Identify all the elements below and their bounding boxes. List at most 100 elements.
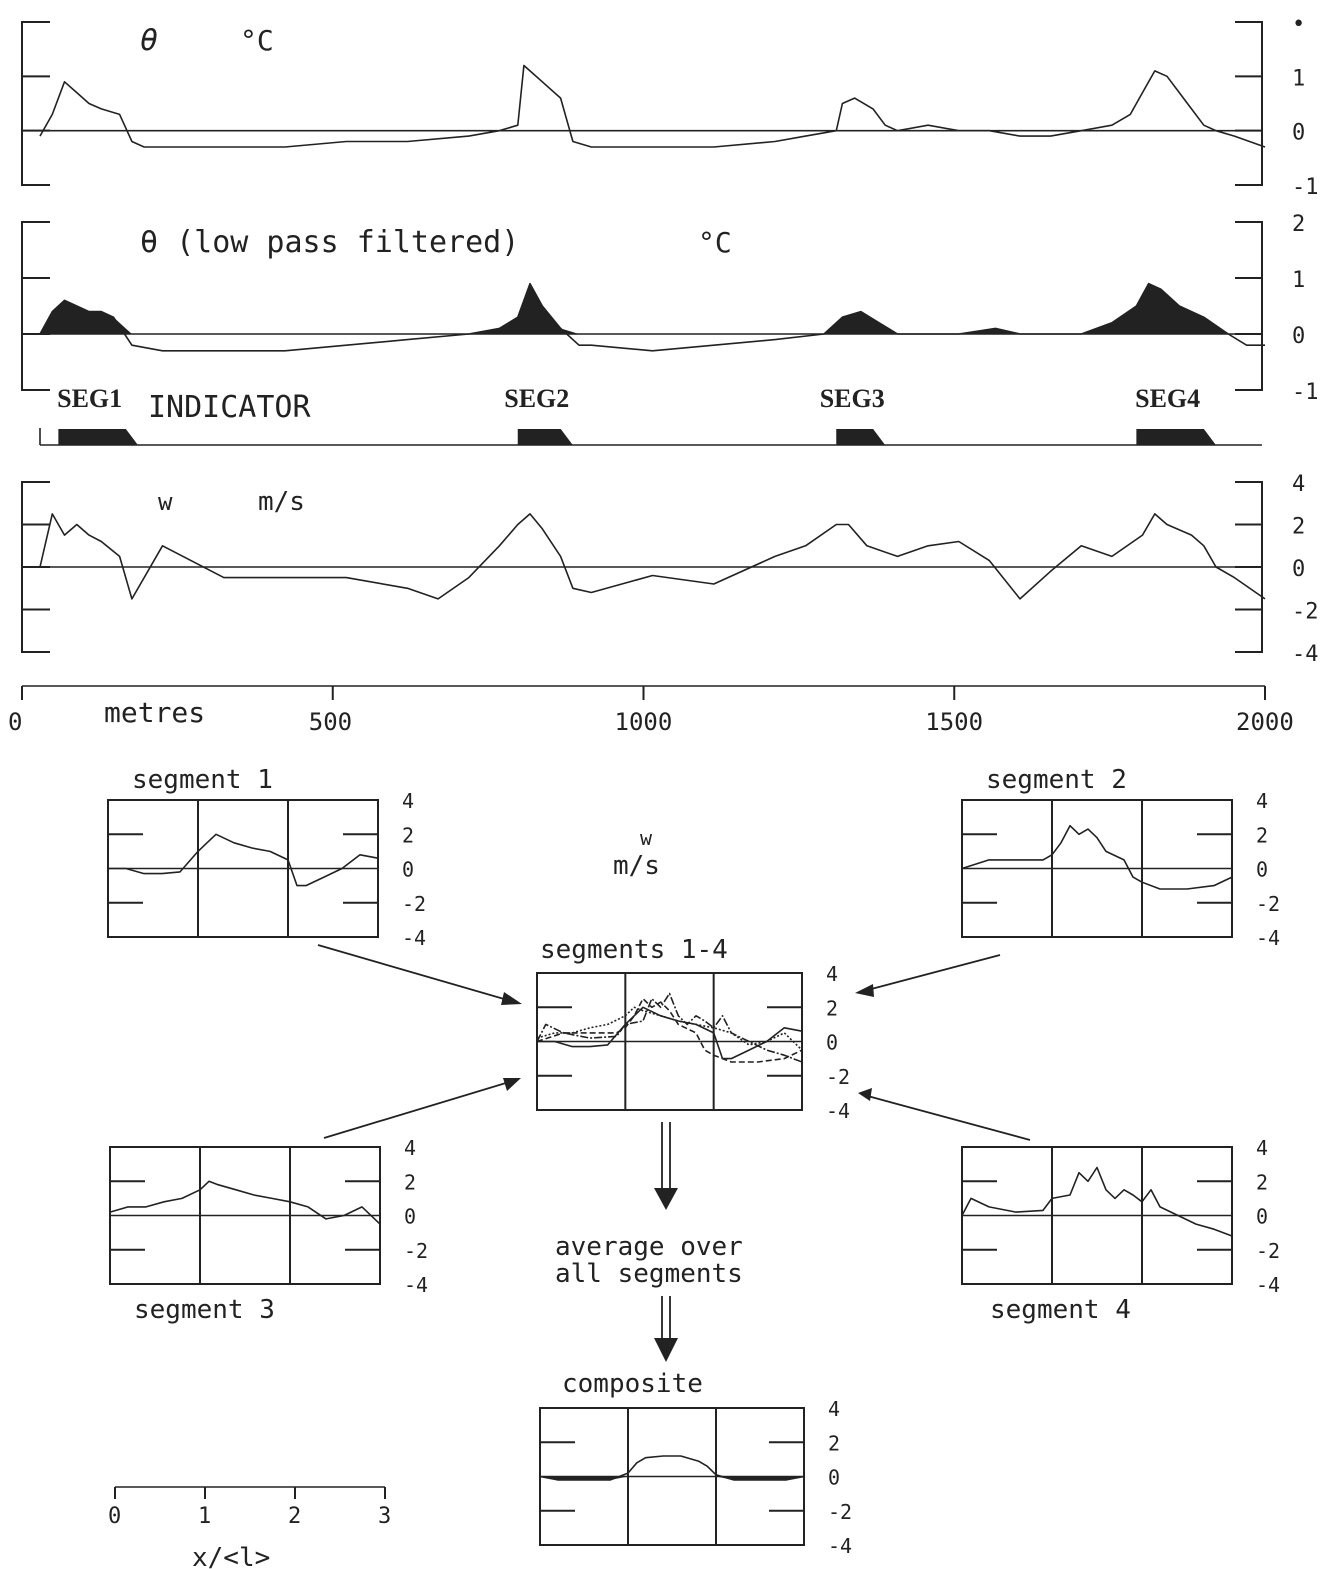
theta_lp-positive-fill — [40, 283, 1265, 334]
w-ytick-label: -2 — [1292, 600, 1319, 625]
indicator-segment-label: SEG2 — [504, 384, 569, 413]
distance-axis-tick-label: 0 — [8, 708, 22, 736]
average-text-line1: average over — [555, 1232, 743, 1262]
theta-ytick-label: -1 — [1292, 175, 1319, 200]
distance-axis-tick-label: 2000 — [1236, 708, 1294, 736]
middle-unit-label: m/s — [613, 851, 660, 881]
theta-ytick-label: 1 — [1292, 66, 1305, 91]
theta-left-bracket — [21, 21, 50, 186]
theta_lp-ytick-label: 2 — [1292, 212, 1305, 237]
seg14-seg4-series-line — [536, 992, 803, 1063]
w-series-line — [39, 513, 1266, 600]
seg2-ytick-label: -2 — [1256, 892, 1280, 916]
theta_lp-ytick-label: 1 — [1292, 268, 1305, 293]
composite-negative-fill — [540, 1476, 804, 1480]
theta-right-bracket — [1235, 21, 1263, 186]
composite-ytick-label: 4 — [828, 1397, 840, 1421]
distance-axis-tick-label: 1000 — [615, 708, 673, 736]
seg3-frame — [109, 1146, 381, 1285]
seg14-ytick-label: -2 — [826, 1065, 850, 1089]
theta-ytick-label: 0 — [1292, 121, 1305, 146]
composite-ytick-label: 0 — [828, 1466, 840, 1490]
seg4-series-line — [961, 1166, 1233, 1237]
composite-xlabel: x/<l> — [192, 1543, 270, 1569]
seg1-ytick-label: -4 — [402, 926, 426, 950]
w-title: w — [158, 488, 173, 516]
average-text-line2: all segments — [555, 1259, 743, 1289]
theta_lp-right-bracket — [1235, 221, 1263, 391]
seg14-seg2-series-line — [536, 997, 803, 1063]
theta-frame — [21, 21, 1263, 186]
xl-axis-tick-label: 0 — [108, 1504, 121, 1529]
seg4-ytick-label: 2 — [1256, 1170, 1268, 1194]
seg3-ytick-label: -4 — [404, 1273, 428, 1297]
seg3-title: segment 3 — [134, 1295, 275, 1325]
seg3-ytick-label: -2 — [404, 1239, 428, 1263]
w-ytick-label: 0 — [1292, 557, 1305, 582]
theta-title: θ — [140, 23, 158, 58]
theta_lp-series-line — [39, 282, 1265, 352]
theta-lp-unit: °C — [698, 226, 732, 259]
seg4-ytick-label: 4 — [1256, 1136, 1268, 1160]
xl-axis-tick-label: 2 — [288, 1504, 301, 1529]
middle-w-label: w — [640, 826, 653, 850]
seg1-ytick-label: 0 — [402, 858, 414, 882]
xl-axis-tick-label: 1 — [198, 1504, 211, 1529]
seg14-frame — [536, 972, 803, 1111]
theta-lp-title: θ (low pass filtered) — [140, 225, 519, 260]
indicator-title: INDICATOR — [148, 390, 311, 425]
w-xlabel: metres — [104, 696, 205, 729]
seg3-ytick-label: 2 — [404, 1170, 416, 1194]
seg14-ytick-label: -4 — [826, 1099, 850, 1123]
flow-arrows — [317, 944, 1031, 1362]
seg2-series-line — [961, 824, 1233, 890]
indicator-segment-label: SEG3 — [820, 384, 885, 413]
xl-axis-tick-label: 3 — [378, 1504, 391, 1529]
seg4-ytick-label: 0 — [1256, 1205, 1268, 1229]
indicator-segment-bar — [58, 429, 138, 445]
theta-unit: °C — [240, 24, 274, 57]
seg3-ytick-label: 4 — [404, 1136, 416, 1160]
seg14-ytick-label: 2 — [826, 996, 838, 1020]
seg1-title: segment 1 — [132, 765, 273, 795]
seg2-ytick-label: 2 — [1256, 823, 1268, 847]
w-ytick-label: 4 — [1292, 472, 1305, 497]
seg1-series-line — [108, 833, 379, 887]
seg1-frame — [107, 799, 379, 938]
distance-axis-tick-label: 500 — [309, 708, 352, 736]
seg1-ytick-label: -2 — [402, 892, 426, 916]
seg3-series-line — [109, 1180, 381, 1225]
w-ytick-label: -4 — [1292, 642, 1319, 667]
indicator-segment-bar — [517, 429, 573, 445]
theta_lp-ytick-label: 0 — [1292, 324, 1305, 349]
indicator-segment-bar — [836, 429, 886, 445]
composite-title: composite — [562, 1369, 703, 1399]
seg4-ytick-label: -4 — [1256, 1273, 1280, 1297]
seg2-ytick-label: 4 — [1256, 789, 1268, 813]
seg4-ytick-label: -2 — [1256, 1239, 1280, 1263]
theta-ytick-label: • — [1292, 12, 1305, 37]
seg2-ytick-label: -4 — [1256, 926, 1280, 950]
composite-series-line — [539, 1455, 805, 1481]
seg1-ytick-label: 4 — [402, 789, 414, 813]
seg14-ytick-label: 4 — [826, 962, 838, 986]
distance-axis-tick-label: 1500 — [925, 708, 983, 736]
theta_lp-ytick-label: -1 — [1292, 380, 1319, 405]
w-ytick-label: 2 — [1292, 515, 1305, 540]
indicator-segment-label: SEG1 — [57, 384, 122, 413]
seg2-title: segment 2 — [986, 765, 1127, 795]
composite-ytick-label: -2 — [828, 1500, 852, 1524]
seg14-ytick-label: 0 — [826, 1031, 838, 1055]
theta_lp-left-bracket — [21, 221, 50, 391]
composite-ytick-label: -4 — [828, 1534, 852, 1558]
seg2-frame — [961, 799, 1233, 938]
seg4-title: segment 4 — [990, 1295, 1131, 1325]
w-unit: m/s — [258, 487, 305, 517]
theta-series-line — [39, 64, 1266, 148]
indicator-segment-bar — [1136, 429, 1216, 445]
seg3-ytick-label: 0 — [404, 1205, 416, 1229]
seg2-ytick-label: 0 — [1256, 858, 1268, 882]
seg14-title: segments 1-4 — [540, 935, 728, 965]
indicator-segment-label: SEG4 — [1135, 384, 1200, 413]
